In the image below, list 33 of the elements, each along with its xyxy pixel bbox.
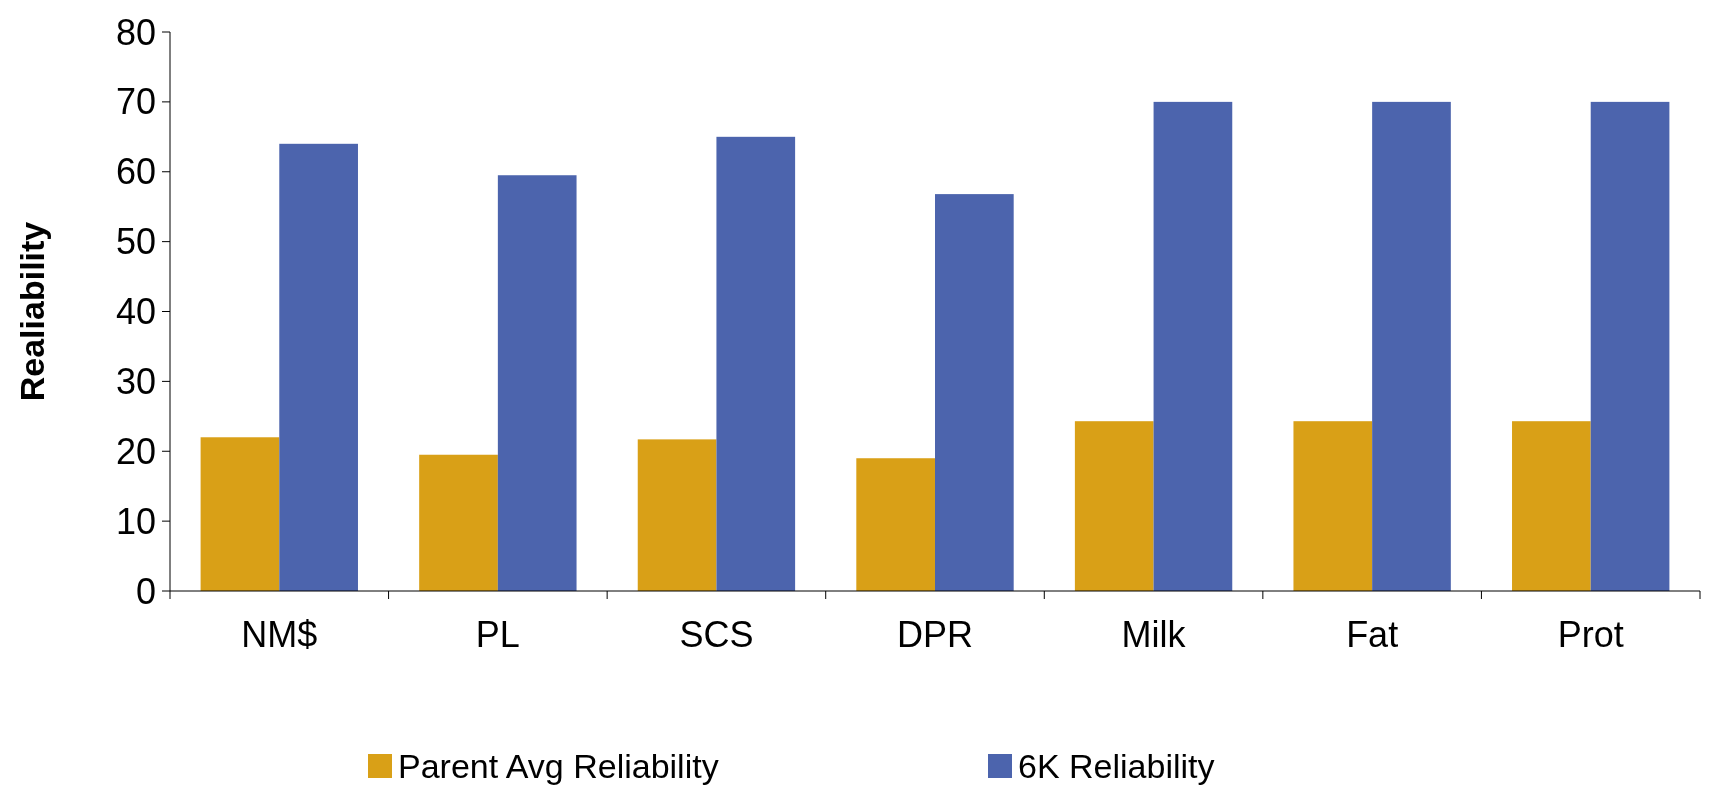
x-tick-label: PL [475, 614, 520, 655]
y-tick-label: 60 [115, 151, 156, 193]
legend-label: 6K Reliability [1018, 747, 1215, 785]
x-tick-label: Prot [1557, 614, 1624, 655]
bar [1512, 421, 1591, 591]
bar [856, 458, 935, 591]
bar [1074, 421, 1154, 591]
x-tick-label: SCS [679, 614, 754, 655]
y-tick-label: 0 [135, 570, 156, 612]
bar [1372, 101, 1451, 591]
y-tick-label: 50 [115, 221, 156, 263]
bar [935, 194, 1014, 591]
bar [1293, 421, 1373, 591]
x-tick-label: Milk [1121, 614, 1187, 655]
legend-label: Parent Avg Reliability [398, 747, 719, 785]
x-tick-label: DPR [896, 614, 974, 655]
bar [1153, 101, 1233, 591]
bar [497, 175, 577, 591]
x-tick-label: Fat [1346, 614, 1399, 655]
bar [200, 437, 280, 591]
bar [279, 143, 358, 591]
y-tick-label: 80 [115, 11, 156, 53]
x-tick-label: NM$ [241, 614, 318, 655]
y-axis-title: Realiability [13, 221, 51, 402]
y-tick-label: 30 [115, 360, 156, 402]
bar [637, 439, 717, 591]
y-tick-label: 10 [115, 500, 156, 542]
y-tick-label: 20 [115, 430, 156, 472]
bar [419, 454, 498, 591]
bar [716, 136, 796, 591]
bar [1590, 101, 1670, 591]
y-tick-label: 40 [115, 291, 156, 333]
y-tick-label: 70 [115, 81, 156, 123]
